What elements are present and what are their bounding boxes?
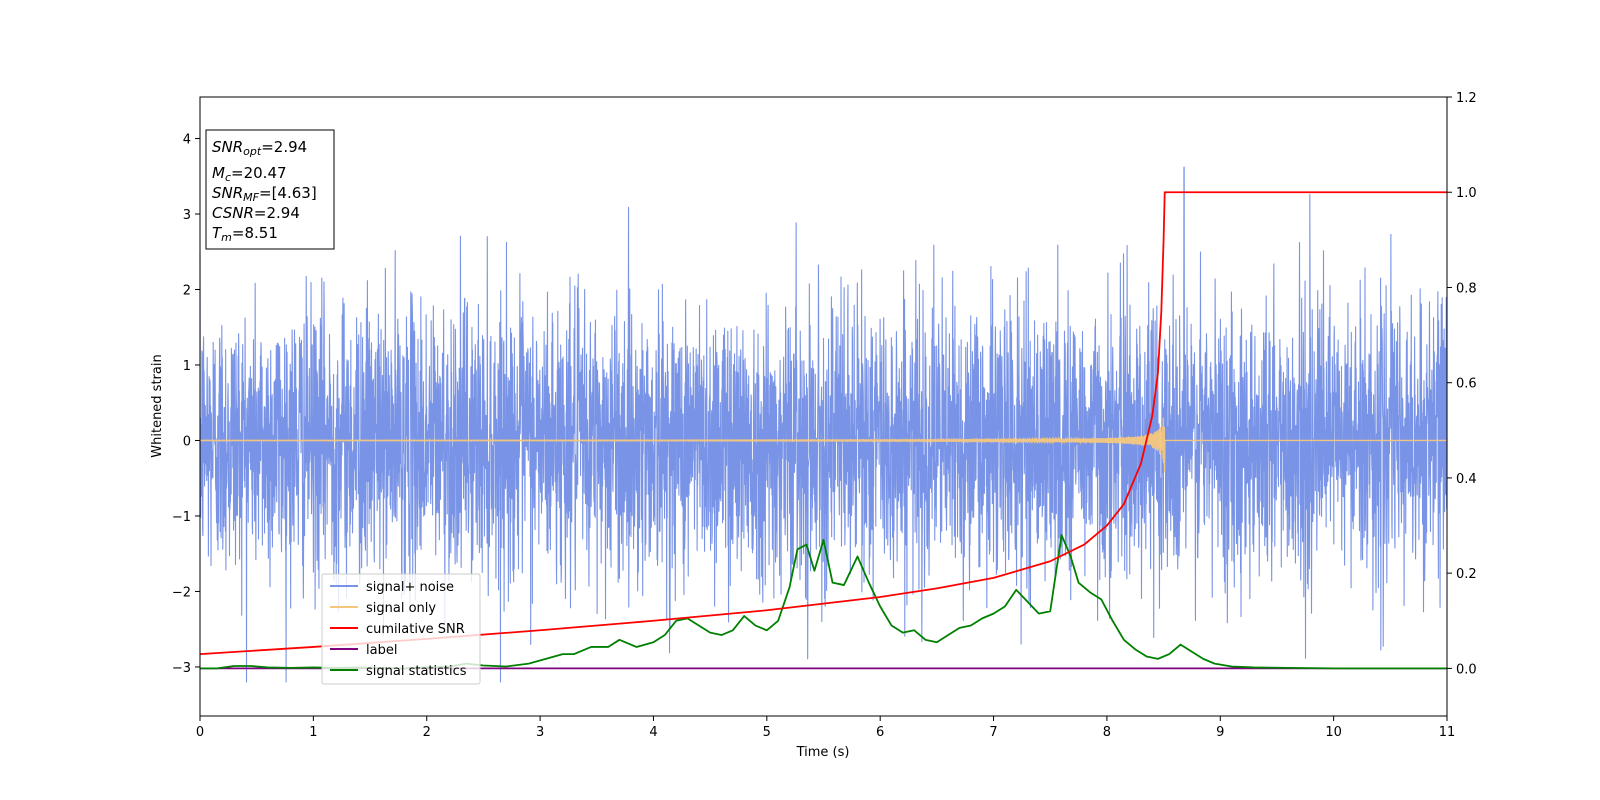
- annotation-snr-opt-sub: opt: [243, 145, 262, 158]
- x-tick-label: 0: [196, 725, 204, 740]
- x-tick-label: 7: [989, 725, 997, 740]
- annotation-tm-sub: m: [221, 231, 232, 244]
- x-axis-label: Time (s): [796, 745, 850, 760]
- annotation-snr-mf-symbol: SNR: [212, 184, 243, 202]
- legend-label-signal-statistics: signal statistics: [366, 664, 467, 679]
- annotation-snr-mf-sub: MF: [243, 191, 259, 204]
- annotation-frame: [205, 129, 335, 250]
- y-tick-label: 4: [183, 133, 191, 148]
- annotation-box: SNRopt=2.94 Mc=20.47 SNRMF=[4.63] CSNR=2…: [205, 129, 335, 250]
- annotation-csnr-symbol: CSNR: [212, 204, 254, 222]
- y2-tick-label: 0.6: [1456, 377, 1477, 392]
- legend-label-label: label: [366, 643, 397, 658]
- signal-plus-noise-line: [199, 166, 1448, 683]
- y-tick-label: 1: [183, 359, 191, 374]
- y-axis-ticks: −3 −2 −1 0 1 2 3 4: [172, 133, 200, 676]
- y2-axis-ticks: 0.0 0.2 0.4 0.6 0.8 1.0 1.2: [1447, 91, 1477, 677]
- legend: signal+ noise signal only cumilative SNR…: [321, 573, 481, 685]
- x-tick-label: 1: [309, 725, 317, 740]
- legend-label-signal-plus-noise: signal+ noise: [366, 580, 454, 595]
- y2-tick-label: 0.2: [1456, 567, 1477, 582]
- x-tick-label: 3: [536, 725, 544, 740]
- y2-tick-label: 1.0: [1456, 186, 1477, 201]
- annotation-tm-value: =8.51: [232, 224, 278, 242]
- cumulative-snr-line: [199, 191, 1447, 655]
- x-tick-label: 5: [763, 725, 771, 740]
- annotation-snr-mf: SNRMF=[4.63]: [212, 184, 317, 204]
- signal-only-line: [199, 417, 1447, 473]
- annotation-mc: Mc=20.47: [212, 164, 287, 184]
- annotation-mc-symbol: M: [212, 164, 225, 182]
- y-tick-label: −2: [172, 585, 191, 600]
- y2-tick-label: 0.0: [1456, 662, 1477, 677]
- x-axis-ticks: 0 1 2 3 4 5 6 7 8 9 10 11: [196, 716, 1455, 740]
- annotation-tm: Tm=8.51: [212, 224, 278, 244]
- legend-label-signal-only: signal only: [366, 601, 436, 616]
- annotation-snr-opt-value: =2.94: [261, 138, 307, 156]
- y2-tick-label: 1.2: [1456, 91, 1477, 106]
- x-tick-label: 6: [876, 725, 884, 740]
- y-tick-label: 3: [183, 208, 191, 223]
- y-tick-label: −3: [172, 661, 191, 676]
- plot-frame: [199, 96, 1448, 717]
- x-tick-label: 9: [1216, 725, 1224, 740]
- annotation-csnr-value: =2.94: [254, 204, 300, 222]
- signal-plus-noise-layer: [199, 166, 1448, 683]
- annotation-mc-sub: c: [225, 171, 231, 184]
- signal-only-layer: [199, 417, 1447, 473]
- y-tick-label: −1: [172, 510, 191, 525]
- legend-frame: [321, 573, 481, 685]
- annotation-csnr: CSNR=2.94: [212, 204, 300, 222]
- annotation-mc-value: =20.47: [231, 164, 287, 182]
- y-tick-label: 0: [183, 434, 191, 449]
- x-tick-label: 11: [1439, 725, 1456, 740]
- annotation-snr-opt: SNRopt=2.94: [212, 138, 307, 158]
- annotation-snr-mf-value: =[4.63]: [259, 184, 317, 202]
- x-tick-label: 10: [1325, 725, 1342, 740]
- annotation-snr-opt-symbol: SNR: [212, 138, 243, 156]
- y2-tick-label: 0.4: [1456, 472, 1477, 487]
- y-tick-label: 2: [183, 283, 191, 298]
- y-axis-label: Whitened strain: [150, 354, 165, 457]
- annotation-tm-symbol: T: [212, 224, 223, 242]
- x-tick-label: 8: [1103, 725, 1111, 740]
- x-tick-label: 2: [423, 725, 431, 740]
- y2-tick-label: 0.8: [1456, 281, 1477, 296]
- legend-label-cumulative-snr: cumilative SNR: [366, 622, 465, 637]
- x-tick-label: 4: [649, 725, 657, 740]
